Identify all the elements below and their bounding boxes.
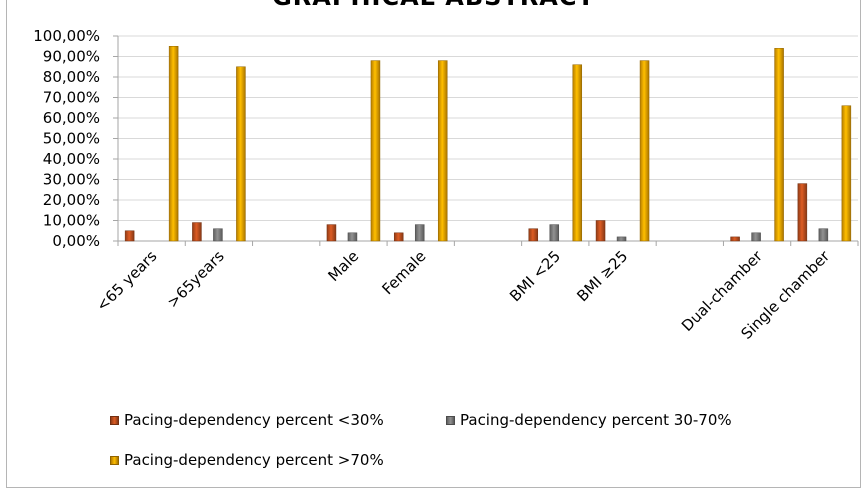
bar xyxy=(595,220,606,242)
y-tick-label: 20,00% xyxy=(43,191,100,209)
bar xyxy=(818,228,829,242)
bar xyxy=(437,60,448,242)
bar xyxy=(236,66,246,242)
bar xyxy=(213,228,223,242)
x-category-label: BMI <25 xyxy=(506,247,564,305)
bar xyxy=(572,64,583,242)
x-category-label: BMI ≥25 xyxy=(573,247,631,305)
x-category-label: >65years xyxy=(163,247,227,311)
chart-title: GRAPHICAL ABSTRACT xyxy=(7,0,860,11)
bar xyxy=(730,236,740,242)
bar xyxy=(370,60,381,242)
legend-swatch-30-70 xyxy=(446,415,455,425)
x-category-label: Male xyxy=(324,247,362,285)
legend-item-30-70: Pacing-dependency percent 30-70% xyxy=(446,411,732,429)
bar xyxy=(841,105,852,242)
y-tick-label: 100,00% xyxy=(33,27,100,45)
y-tick-label: 60,00% xyxy=(43,109,100,127)
bar xyxy=(168,46,179,242)
bar xyxy=(639,60,650,242)
x-category-label: <65 years xyxy=(93,247,161,315)
y-tick-label: 0,00% xyxy=(52,232,100,250)
legend-label-gt70: Pacing-dependency percent >70% xyxy=(124,451,384,469)
bar xyxy=(549,224,560,242)
bar xyxy=(751,232,761,242)
chart-frame: GRAPHICAL ABSTRACT xyxy=(6,0,861,488)
legend-item-lt30: Pacing-dependency percent <30% xyxy=(110,411,384,429)
y-tick-label: 80,00% xyxy=(43,68,100,86)
bar xyxy=(192,222,202,242)
legend-item-gt70: Pacing-dependency percent >70% xyxy=(110,451,384,469)
y-tick-label: 90,00% xyxy=(43,48,100,66)
x-category-label: Female xyxy=(378,247,429,298)
bar xyxy=(393,232,404,242)
bar xyxy=(124,230,135,242)
bar xyxy=(414,224,425,242)
bar xyxy=(797,183,808,242)
y-tick-label: 40,00% xyxy=(43,150,100,168)
bar xyxy=(528,228,539,242)
bar xyxy=(326,224,337,242)
y-tick-label: 70,00% xyxy=(43,89,100,107)
legend-label-lt30: Pacing-dependency percent <30% xyxy=(124,411,384,429)
bar xyxy=(616,236,627,242)
y-tick-label: 30,00% xyxy=(43,171,100,189)
legend-swatch-lt30 xyxy=(110,415,119,425)
y-tick-label: 10,00% xyxy=(43,212,100,230)
legend-label-30-70: Pacing-dependency percent 30-70% xyxy=(460,411,732,429)
bar xyxy=(774,48,784,242)
bar xyxy=(347,232,358,242)
y-tick-label: 50,00% xyxy=(43,130,100,148)
legend-swatch-gt70 xyxy=(110,455,119,465)
